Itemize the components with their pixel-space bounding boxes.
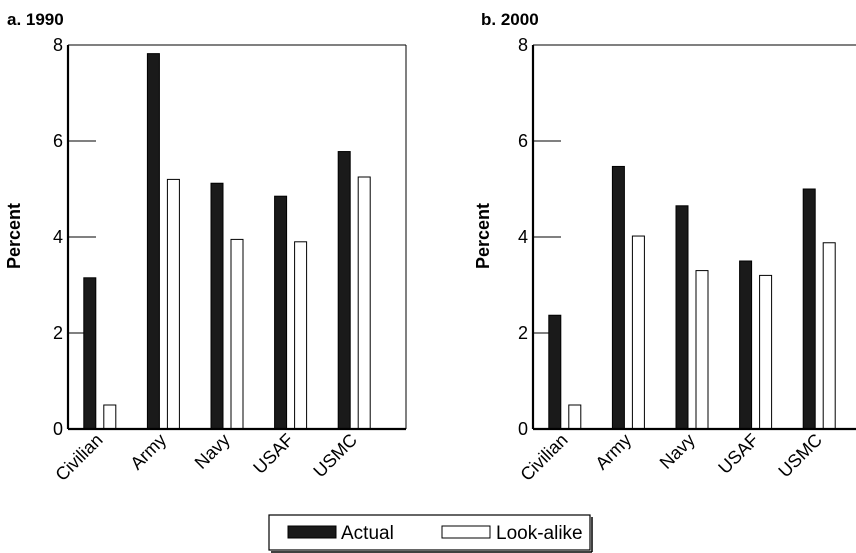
bar-look-alike-army: [166, 178, 180, 430]
x-tick-label: Army: [126, 430, 170, 474]
bar-actual-navy: [675, 205, 689, 430]
x-tick-label: Navy: [191, 430, 234, 473]
panel-title: b. 2000: [481, 10, 539, 29]
legend-label-look-alike: Look-alike: [496, 523, 583, 544]
bar-look-alike-usmc: [822, 242, 836, 430]
legend-label-actual: Actual: [341, 523, 394, 544]
bar-look-alike-navy: [230, 238, 244, 430]
y-tick-label: 6: [518, 131, 528, 151]
legend-swatch-look-alike: [441, 525, 491, 539]
bar-look-alike-navy: [695, 270, 709, 430]
y-tick-label: 8: [518, 35, 528, 55]
y-tick-label: 2: [518, 323, 528, 343]
bar-look-alike-civilian: [568, 404, 582, 430]
bar-look-alike-usmc: [357, 176, 371, 430]
y-tick-label: 2: [53, 323, 63, 343]
x-tick-label: Navy: [656, 430, 699, 473]
bar-actual-civilian: [83, 277, 97, 430]
bar-look-alike-usaf: [294, 241, 308, 430]
x-tick-label: Army: [591, 430, 635, 474]
legend-swatch-actual: [287, 525, 337, 539]
y-tick-label: 8: [53, 35, 63, 55]
bar-actual-usmc: [802, 188, 816, 430]
y-tick-label: 4: [518, 227, 528, 247]
y-tick-label: 0: [518, 419, 528, 439]
bar-actual-usaf: [739, 260, 753, 430]
y-axis-label: Percent: [4, 203, 24, 269]
y-tick-label: 4: [53, 227, 63, 247]
x-tick-label: USAF: [249, 430, 297, 478]
bar-actual-civilian: [548, 314, 562, 430]
bar-look-alike-civilian: [103, 404, 117, 430]
bar-actual-usaf: [274, 195, 288, 430]
panel-title: a. 1990: [7, 10, 64, 29]
bar-look-alike-usaf: [759, 274, 773, 430]
y-tick-label: 0: [53, 419, 63, 439]
x-tick-label: USMC: [774, 430, 826, 482]
bar-actual-usmc: [337, 151, 351, 430]
bar-look-alike-army: [631, 235, 645, 430]
x-tick-label: USMC: [309, 430, 361, 482]
legend: Actual Look-alike: [268, 514, 593, 553]
bar-actual-army: [611, 165, 625, 430]
y-axis-label: Percent: [473, 203, 493, 269]
y-tick-label: 6: [53, 131, 63, 151]
x-tick-label: USAF: [714, 430, 762, 478]
bar-actual-army: [146, 53, 160, 430]
bar-actual-navy: [210, 182, 224, 430]
